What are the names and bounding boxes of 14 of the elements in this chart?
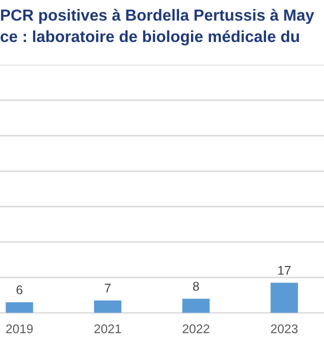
- bar: [182, 298, 210, 313]
- bar: [94, 300, 122, 313]
- data-label: 6: [16, 285, 22, 294]
- data-label: 7: [104, 284, 111, 292]
- x-tick-label: 2019: [6, 324, 33, 334]
- x-tick-label: 2023: [271, 324, 298, 334]
- bar: [6, 302, 34, 313]
- data-label: 17: [278, 266, 291, 275]
- x-tick-label: 2022: [182, 324, 210, 334]
- x-tick-label: 2021: [94, 324, 121, 334]
- chart-subtitle: ce : laboratoire de biologie médicale du: [0, 30, 299, 46]
- data-label: 8: [193, 282, 199, 291]
- bar: [270, 282, 298, 313]
- chart-title: PCR positives à Bordella Pertussis à May: [1, 8, 314, 24]
